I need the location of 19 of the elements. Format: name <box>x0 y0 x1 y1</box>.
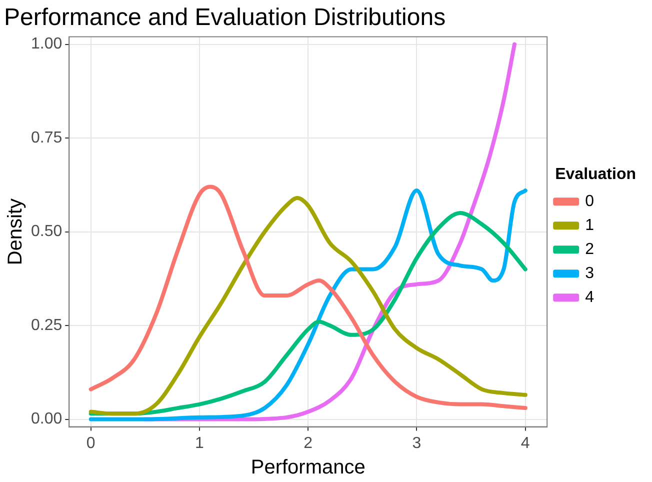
x-tick-label: 3 <box>412 434 422 452</box>
x-tick-label: 2 <box>304 434 313 452</box>
legend-label: 2 <box>585 241 594 258</box>
legend-label: 4 <box>585 289 594 306</box>
legend-label: 1 <box>585 217 594 234</box>
legend-label: 3 <box>585 265 594 282</box>
y-tick-label: 0.00 <box>31 410 62 428</box>
y-tick-label: 1.00 <box>31 36 62 53</box>
x-tick-label: 0 <box>86 434 96 452</box>
x-tick-label: 1 <box>195 434 204 452</box>
legend-title: Evaluation <box>555 166 636 183</box>
x-axis-title: Performance <box>250 456 366 479</box>
y-tick-label: 0.75 <box>31 129 62 146</box>
chart-title: Performance and Evaluation Distributions <box>4 4 446 32</box>
y-tick-label: 0.50 <box>31 223 62 240</box>
y-axis-title: Density <box>4 198 27 266</box>
x-tick-label: 4 <box>520 434 530 452</box>
y-tick-label: 0.25 <box>31 316 62 334</box>
legend-label: 0 <box>585 193 594 210</box>
